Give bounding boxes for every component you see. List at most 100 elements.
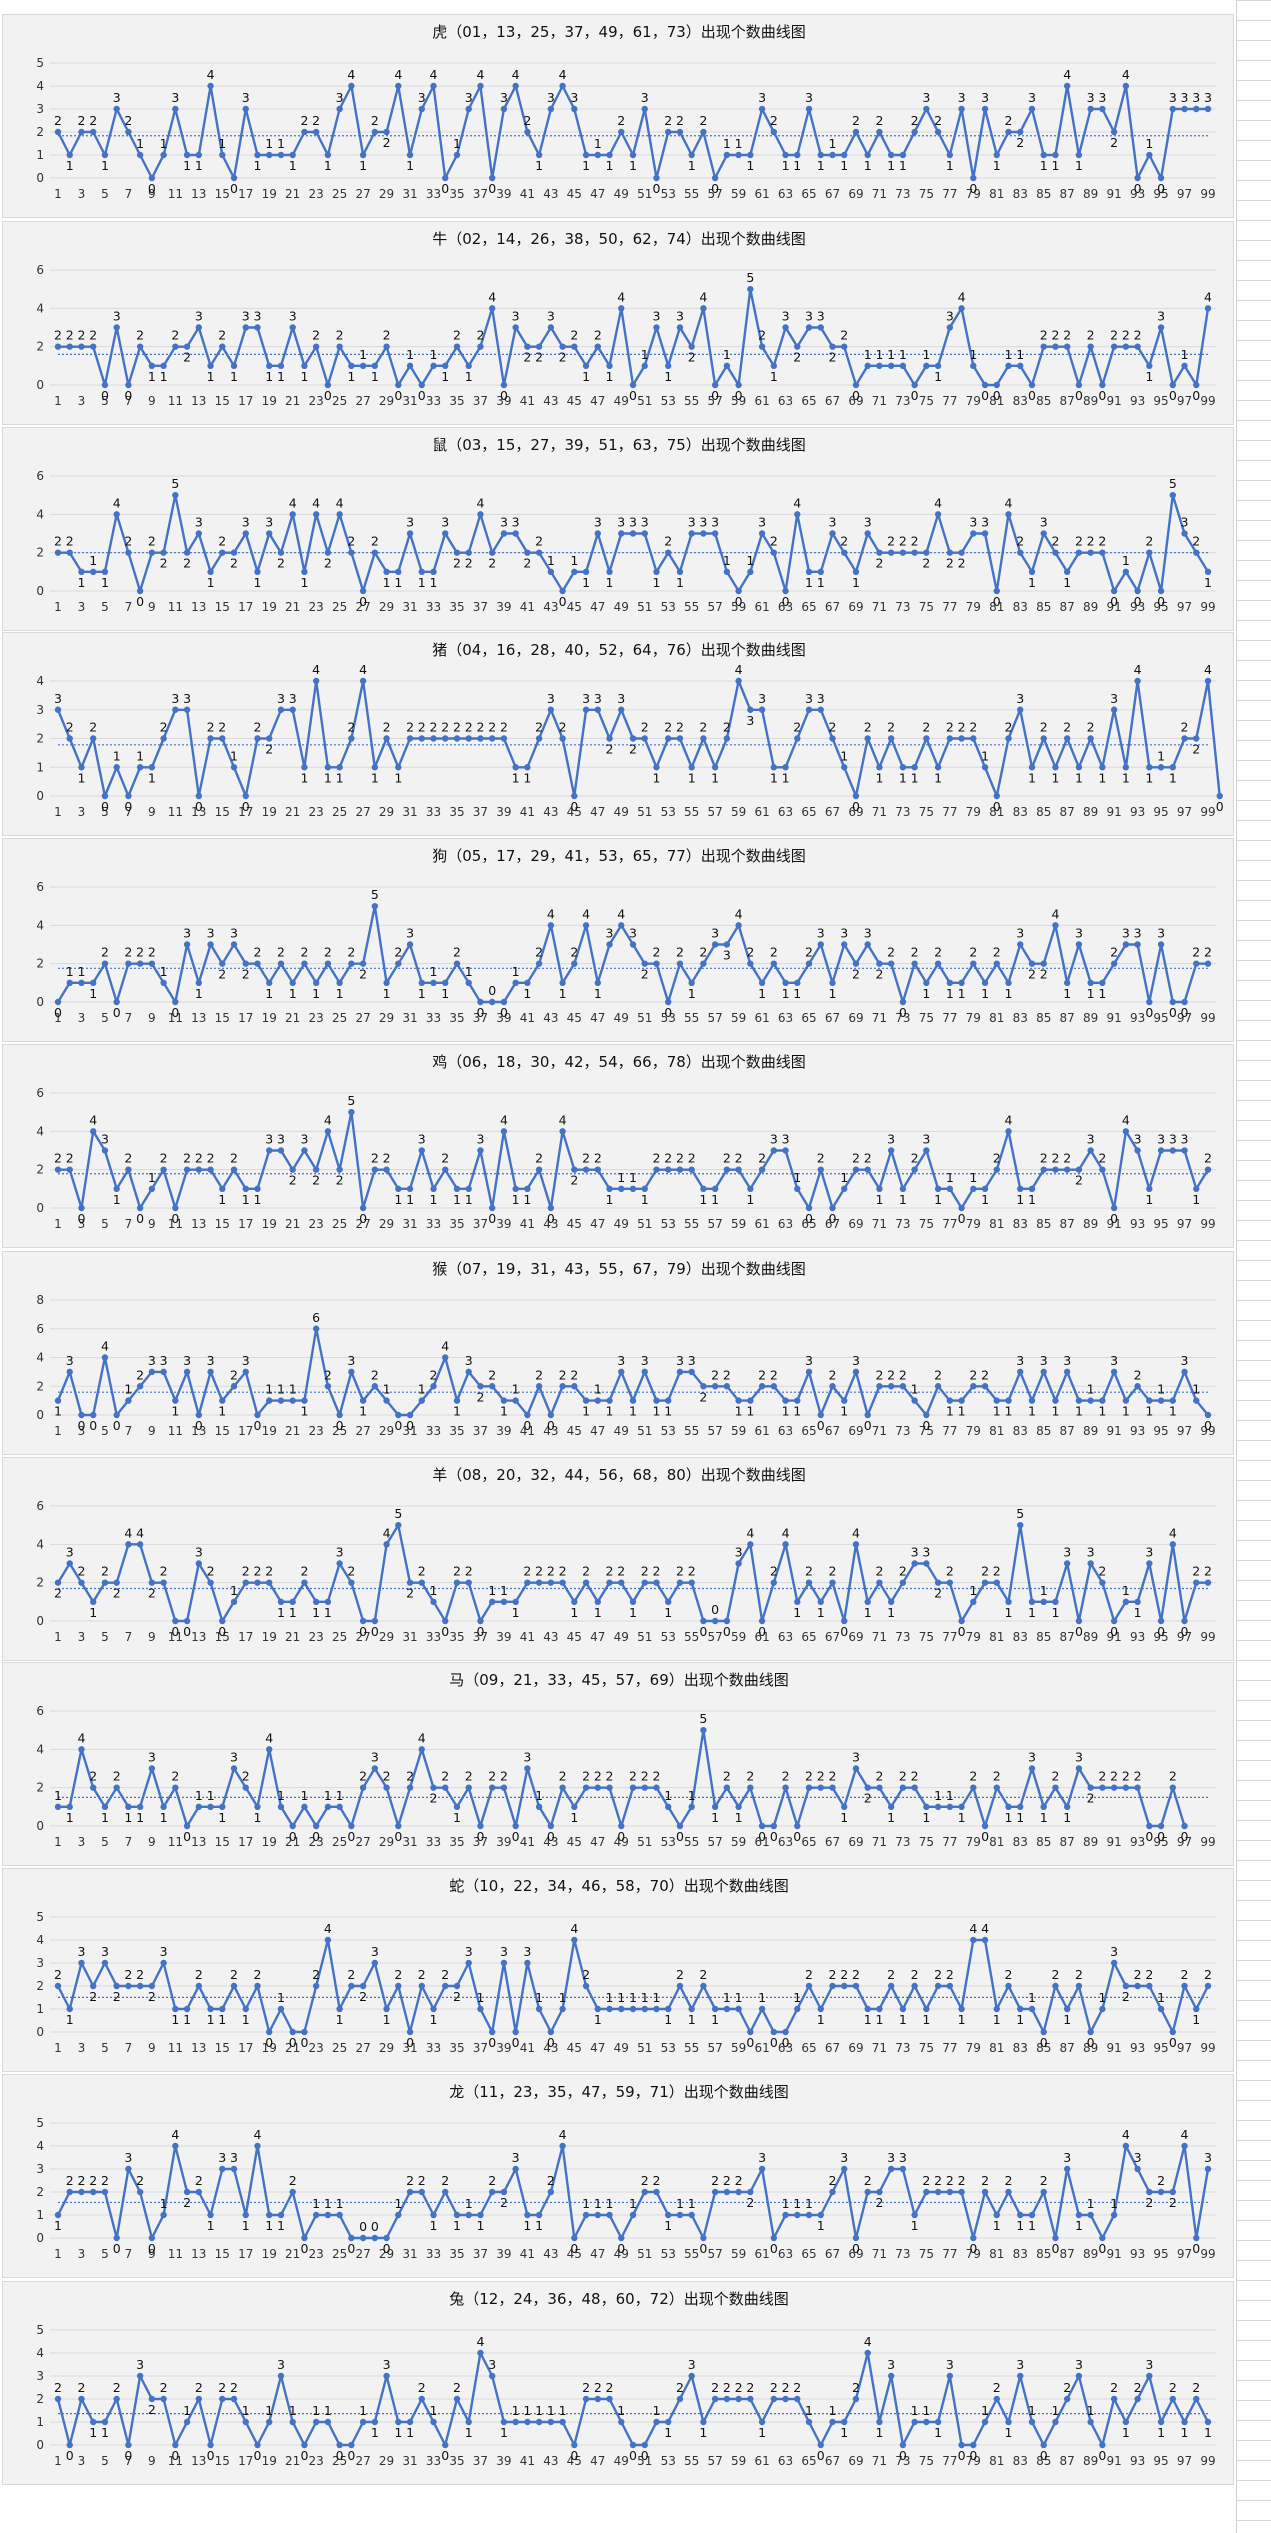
data-point	[629, 151, 637, 159]
data-point	[629, 1185, 637, 1193]
data-point	[242, 1185, 249, 1193]
data-label: 1	[160, 136, 168, 151]
data-point	[125, 792, 132, 800]
data-point	[113, 764, 120, 771]
data-point	[653, 1784, 660, 1791]
data-label: 0	[993, 799, 1001, 814]
data-point	[277, 1803, 285, 1811]
data-point	[805, 105, 813, 113]
data-point	[524, 549, 531, 556]
data-label: 1	[559, 2403, 567, 2418]
data-label: 2	[218, 328, 226, 343]
x-tick-label: 63	[778, 1011, 793, 1025]
data-label: 1	[875, 1192, 883, 1207]
data-label: 2	[465, 1769, 473, 1784]
x-tick-label: 7	[125, 1630, 133, 1644]
data-point	[946, 1803, 954, 1811]
x-tick-label: 79	[966, 1011, 981, 1025]
data-point	[324, 1936, 332, 1944]
x-tick-label: 13	[191, 1424, 206, 1438]
data-label: 4	[617, 289, 625, 304]
x-tick-label: 13	[191, 1011, 206, 1025]
x-tick-label: 67	[825, 394, 840, 408]
data-point	[172, 2441, 179, 2449]
data-point	[1075, 549, 1083, 556]
data-point	[172, 2005, 179, 2013]
data-point	[90, 343, 97, 350]
data-point	[946, 2372, 954, 2380]
data-label: 1	[371, 369, 379, 384]
chart-panel: 蛇（10，22，34，46，58，70）出现个数曲线图 0 1 2 3 4 5 1 3 5 7 9 11…	[2, 1868, 1234, 2072]
y-tick-label: 5	[36, 2323, 44, 2337]
data-label: 2	[336, 328, 344, 343]
data-label: 2	[523, 556, 531, 571]
data-point	[453, 1397, 461, 1404]
data-point	[981, 2418, 989, 2426]
chart-title: 虎（01，13，25，37，49，61，73）出现个数曲线图	[432, 23, 806, 41]
x-tick-label: 67	[825, 2041, 840, 2055]
data-point	[172, 343, 179, 350]
data-label: 2	[1192, 945, 1200, 960]
data-label: 1	[664, 369, 672, 384]
data-point	[136, 2188, 144, 2196]
data-point	[618, 1368, 625, 1376]
data-label: 1	[793, 2196, 801, 2211]
data-label: 0	[441, 1624, 449, 1639]
data-label: 2	[535, 945, 543, 960]
data-point	[970, 1936, 977, 1944]
data-point	[500, 530, 508, 537]
x-tick-label: 89	[1083, 187, 1098, 201]
data-point	[1028, 2418, 1036, 2426]
data-point	[1099, 1784, 1106, 1791]
data-point	[1122, 1598, 1130, 1606]
data-label: 1	[582, 2196, 590, 2211]
x-tick-label: 43	[543, 805, 558, 819]
data-point	[782, 2211, 789, 2219]
data-label: 1	[688, 2012, 696, 2027]
data-label: 4	[124, 1525, 132, 1540]
data-point	[336, 343, 343, 350]
data-point	[1110, 128, 1118, 136]
x-tick-label: 5	[101, 600, 109, 614]
data-point	[1169, 764, 1176, 771]
data-point	[90, 1784, 97, 1791]
data-point	[254, 1579, 261, 1586]
x-tick-label: 41	[520, 394, 535, 408]
x-tick-label: 73	[895, 2247, 910, 2261]
data-label: 0	[359, 594, 367, 609]
data-point	[383, 1166, 390, 1173]
data-label: 2	[993, 945, 1001, 960]
data-label: 1	[465, 2196, 473, 2211]
data-label: 1	[1204, 575, 1212, 590]
x-tick-label: 41	[520, 2454, 535, 2468]
x-tick-label: 37	[473, 600, 488, 614]
data-label: 2	[559, 720, 567, 735]
data-point	[289, 511, 296, 518]
data-label: 1	[958, 2012, 966, 2027]
data-label: 2	[934, 113, 942, 128]
data-label: 2	[829, 2173, 837, 2188]
x-tick-label: 3	[78, 2454, 86, 2468]
x-tick-label: 57	[708, 394, 723, 408]
data-point	[195, 792, 203, 800]
data-point	[653, 1579, 660, 1586]
data-label: 2	[899, 1769, 907, 1784]
data-point	[371, 128, 379, 136]
data-label: 3	[758, 515, 766, 530]
data-label: 3	[899, 2150, 907, 2165]
data-label: 1	[805, 2403, 813, 2418]
data-point	[524, 1411, 531, 1419]
data-label: 1	[230, 369, 238, 384]
data-point	[371, 1383, 379, 1390]
data-point	[946, 735, 954, 742]
data-point	[887, 2372, 895, 2380]
data-label: 2	[887, 720, 895, 735]
data-point	[665, 1803, 672, 1811]
data-label: 0	[617, 1829, 625, 1844]
data-point	[336, 1166, 343, 1173]
data-label: 2	[523, 1564, 531, 1579]
x-tick-label: 93	[1130, 1424, 1145, 1438]
data-label: 0	[559, 594, 567, 609]
x-tick-label: 1	[54, 1835, 62, 1849]
data-label: 2	[136, 945, 144, 960]
